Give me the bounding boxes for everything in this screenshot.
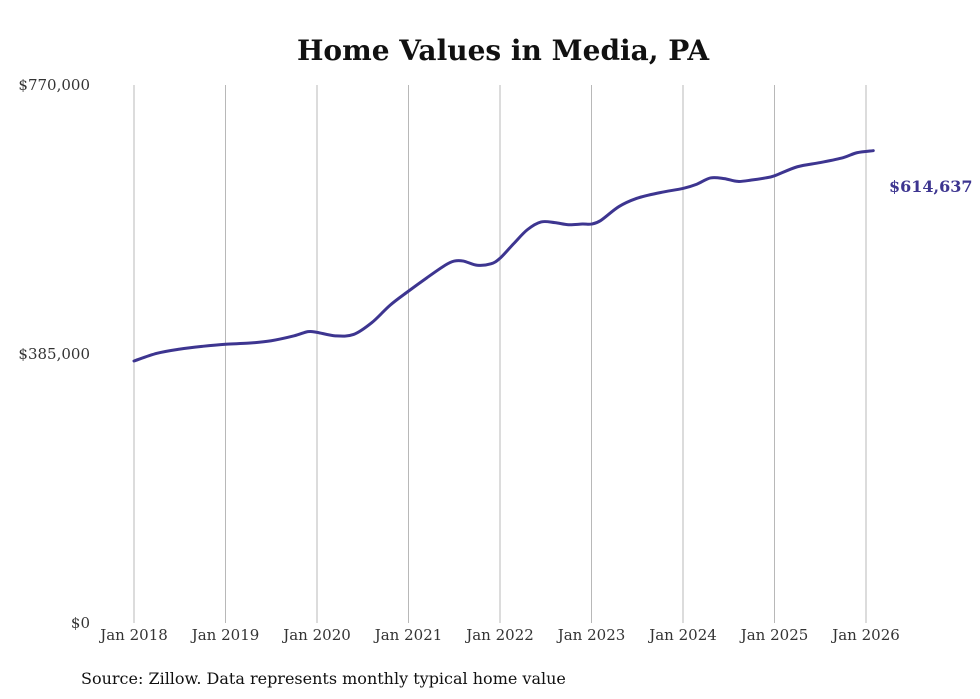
y-axis: $0 $385,000 $770,000 xyxy=(18,76,90,632)
x-tick-label: Jan 2022 xyxy=(464,626,534,644)
series-line xyxy=(132,149,875,363)
y-tick-label: $385,000 xyxy=(18,345,90,363)
x-axis: Jan 2018 Jan 2019 Jan 2020 Jan 2021 Jan 2022… xyxy=(98,626,900,644)
end-value-label: $614,637 xyxy=(889,177,973,196)
x-tick-label: Jan 2025 xyxy=(739,626,809,644)
chart-title: Home Values in Media, PA xyxy=(297,34,710,67)
x-tick-label: Jan 2026 xyxy=(830,626,900,644)
y-tick-label: $0 xyxy=(71,614,90,632)
x-tick-label: Jan 2023 xyxy=(556,626,626,644)
source-note: Source: Zillow. Data represents monthly … xyxy=(81,669,566,688)
series-layer xyxy=(132,149,875,363)
grid-lines xyxy=(133,85,867,623)
x-tick-label: Jan 2018 xyxy=(98,626,168,644)
y-tick-label: $770,000 xyxy=(18,76,90,94)
x-tick-label: Jan 2024 xyxy=(647,626,717,644)
x-tick-label: Jan 2021 xyxy=(373,626,443,644)
x-tick-label: Jan 2019 xyxy=(190,626,260,644)
x-tick-label: Jan 2020 xyxy=(281,626,351,644)
